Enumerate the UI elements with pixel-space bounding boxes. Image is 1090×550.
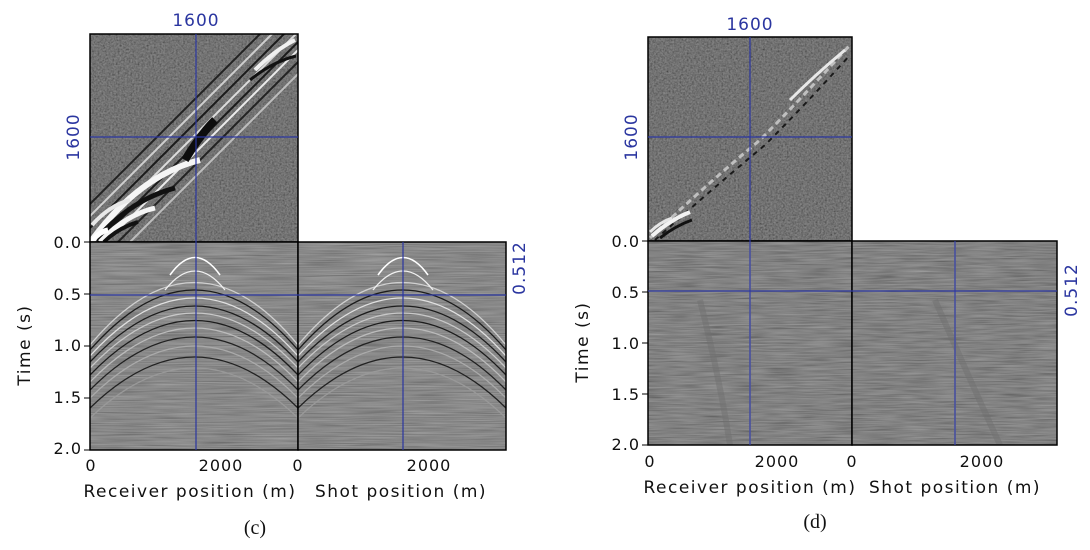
panel-c-shot-gather (297, 241, 507, 451)
panel-d-crosshair-right-label: 0.512 (1062, 263, 1082, 317)
shot-tick: 0 (846, 452, 857, 471)
panel-d-crosshair-left-label: 1600 (622, 113, 642, 160)
panel-c-crosshair-top-label: 1600 (172, 11, 219, 31)
panel-c-shot-label: Shot position (m) (315, 482, 487, 502)
time-tick: 0.0 (54, 233, 82, 252)
time-tick: 2.0 (54, 439, 82, 458)
shot-tick: 2000 (960, 452, 1005, 471)
panel-c: 1600 1600 0.512 Time (s) 0.0 0.5 1.0 1.5… (15, 11, 530, 539)
panel-c-caption: (c) (244, 517, 266, 539)
receiver-tick: 2000 (755, 452, 800, 471)
panel-c-crosshairs (90, 34, 506, 450)
panel-d-receiver-label: Receiver position (m) (643, 478, 856, 498)
panel-c-time-ticks: 0.0 0.5 1.0 1.5 2.0 (54, 233, 90, 458)
panel-c-time-axis-label: Time (s) (15, 304, 35, 386)
panel-c-receiver-label: Receiver position (m) (83, 482, 296, 502)
time-tick: 0.5 (612, 283, 640, 302)
time-tick: 0.0 (612, 232, 640, 251)
time-tick: 1.0 (54, 336, 82, 355)
shot-tick: 0 (292, 456, 303, 475)
panel-d: 1600 1600 0.512 Time (s) 0.0 0.5 1.0 1.5… (573, 15, 1082, 533)
panel-c-receiver-gather (89, 241, 299, 451)
shot-tick: 2000 (407, 456, 452, 475)
panel-c-x-ticks: 0 2000 0 2000 (85, 456, 452, 475)
panel-c-crosshair-right-label: 0.512 (510, 241, 530, 295)
panel-c-top-image (89, 33, 299, 243)
panel-d-shot-label: Shot position (m) (869, 478, 1041, 498)
time-tick: 1.0 (612, 334, 640, 353)
time-tick: 1.5 (54, 388, 82, 407)
panel-d-time-axis-label: Time (s) (573, 301, 593, 383)
panel-d-crosshair-top-label: 1600 (726, 15, 773, 35)
time-tick: 2.0 (612, 435, 640, 454)
panel-d-crosshairs (648, 37, 1057, 445)
panel-d-x-ticks: 0 2000 0 2000 (644, 452, 1005, 471)
receiver-tick: 2000 (199, 456, 244, 475)
panel-d-time-ticks: 0.0 0.5 1.0 1.5 2.0 (612, 232, 648, 454)
receiver-tick: 0 (85, 456, 96, 475)
receiver-tick: 0 (644, 452, 655, 471)
time-tick: 0.5 (54, 285, 82, 304)
panel-d-caption: (d) (803, 511, 826, 533)
time-tick: 1.5 (612, 385, 640, 404)
panel-c-crosshair-left-label: 1600 (64, 113, 84, 160)
